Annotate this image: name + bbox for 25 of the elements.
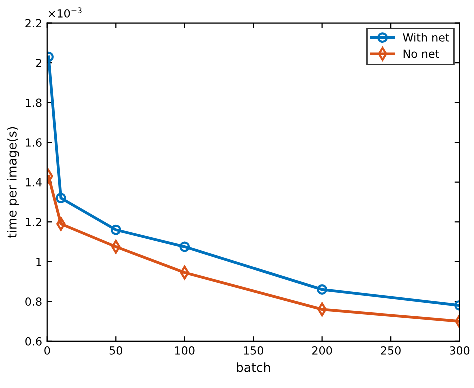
y-tick-label: 1 (36, 258, 42, 266)
x-tick-label: 150 (244, 346, 264, 355)
legend-label: No net (404, 50, 440, 58)
x-tick-label: 300 (450, 346, 470, 355)
point (180, 242, 190, 252)
y-tick-label: 0.8 (26, 298, 42, 306)
x-tick-label: 100 (175, 346, 195, 355)
point (56, 193, 66, 204)
point (110, 224, 122, 236)
text: ×10$^{−3}$ (48, 8, 82, 18)
point (317, 284, 328, 295)
y-tick-label: 2.2 (26, 19, 42, 28)
y-tick-label: 1.8 (26, 98, 42, 108)
y-tick-label: 1.6 (26, 138, 42, 147)
y-tick-label: 1.4 (26, 178, 42, 187)
legend-label: With net (403, 33, 450, 42)
x-tick-label: 0 (44, 346, 50, 355)
y-tick-label: 2 (36, 59, 42, 68)
x-tick-label: 50 (110, 346, 122, 355)
y-tick-label: 0.6 (26, 337, 42, 346)
x-axis-title: batch (237, 362, 270, 372)
y-tick-label: 1.2 (26, 218, 42, 226)
x-tick-label: 200 (312, 346, 332, 355)
x-tick-label: 250 (381, 346, 401, 355)
y-axis-title: time per image(s) (7, 127, 20, 238)
